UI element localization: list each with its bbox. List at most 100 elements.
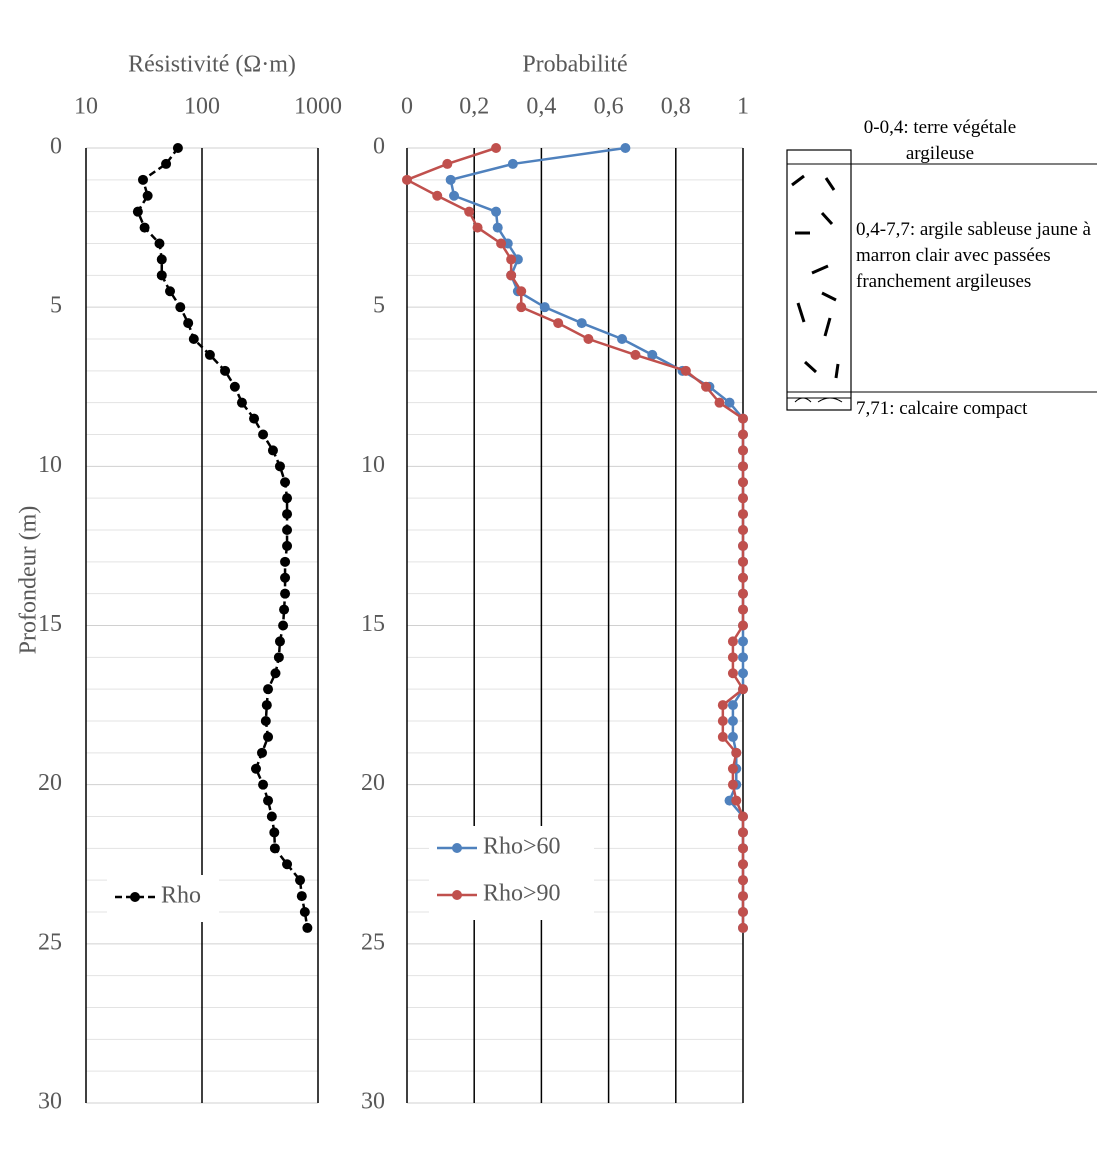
data-point xyxy=(156,270,167,281)
data-point xyxy=(266,811,277,822)
data-point xyxy=(491,143,502,153)
data-point xyxy=(724,397,735,408)
data-point xyxy=(492,222,503,233)
y-tick-label: 25 xyxy=(361,929,385,955)
data-point xyxy=(249,413,260,424)
data-point xyxy=(738,843,748,854)
data-point xyxy=(256,747,267,758)
data-point xyxy=(274,636,285,647)
series-line xyxy=(136,147,309,929)
data-point xyxy=(161,158,172,169)
data-point xyxy=(738,811,748,822)
data-point xyxy=(738,684,748,695)
y-axis-label: Profondeur (m) xyxy=(16,506,42,655)
x-tick-label: 0,4 xyxy=(526,94,556,120)
data-point xyxy=(738,922,748,933)
data-point xyxy=(727,668,738,679)
data-point xyxy=(156,254,167,265)
data-point xyxy=(183,318,194,329)
data-point xyxy=(258,779,269,790)
data-point xyxy=(738,891,748,902)
y-tick-label: 10 xyxy=(38,452,62,478)
layer-label: 7,71: calcaire compact xyxy=(856,398,1028,419)
data-point xyxy=(717,700,728,711)
data-point xyxy=(727,731,738,742)
x-tick-label: 1000 xyxy=(294,94,342,120)
data-point xyxy=(220,365,231,376)
y-tick-label: 20 xyxy=(38,770,62,796)
data-point xyxy=(738,668,748,679)
data-point xyxy=(296,891,307,902)
data-point xyxy=(204,349,215,360)
data-point xyxy=(270,668,281,679)
data-point xyxy=(132,206,143,217)
data-point xyxy=(269,843,280,854)
data-point xyxy=(738,827,748,838)
data-point xyxy=(516,302,527,313)
y-tick-label: 0 xyxy=(50,134,62,160)
data-point xyxy=(738,556,748,567)
legend-marker xyxy=(452,890,462,900)
lithology-log xyxy=(786,149,1097,411)
legend-marker xyxy=(130,892,140,902)
data-point xyxy=(617,334,628,344)
data-point xyxy=(738,604,748,615)
data-point xyxy=(263,795,274,806)
data-point xyxy=(738,859,748,870)
data-point xyxy=(727,700,738,711)
data-point xyxy=(539,302,550,313)
data-point xyxy=(279,604,290,615)
data-point xyxy=(282,509,293,520)
data-point xyxy=(263,684,274,695)
x-tick-label: 0 xyxy=(401,94,413,120)
data-point xyxy=(738,429,748,440)
data-point xyxy=(738,509,748,520)
data-point xyxy=(738,413,748,424)
data-point xyxy=(139,222,150,233)
data-point xyxy=(647,349,658,360)
data-point xyxy=(738,540,748,551)
data-point xyxy=(727,763,738,774)
data-point xyxy=(583,334,594,344)
data-point xyxy=(282,493,293,504)
data-point xyxy=(282,540,293,551)
data-point xyxy=(727,779,738,790)
data-point xyxy=(680,365,691,376)
y-tick-label: 5 xyxy=(373,293,385,319)
data-point xyxy=(714,397,725,408)
y-tick-label: 20 xyxy=(361,770,385,796)
data-point xyxy=(229,381,240,392)
x-tick-label: 10 xyxy=(74,94,98,120)
data-point xyxy=(236,397,247,408)
data-point xyxy=(738,588,748,599)
data-point xyxy=(280,556,291,567)
y-tick-label: 15 xyxy=(361,611,385,637)
data-point xyxy=(282,525,293,535)
data-point xyxy=(445,174,456,185)
data-point xyxy=(449,190,460,201)
data-point xyxy=(250,763,261,774)
data-point xyxy=(295,875,306,886)
data-point xyxy=(258,429,269,440)
data-point xyxy=(280,588,291,599)
x-tick-label: 1 xyxy=(737,94,749,120)
data-point xyxy=(738,572,748,583)
data-point xyxy=(175,302,186,313)
data-point xyxy=(727,636,738,647)
data-point xyxy=(516,286,527,297)
data-point xyxy=(738,461,748,472)
data-point xyxy=(273,652,284,663)
axis-title: Résistivité (Ω·m) xyxy=(128,52,296,78)
data-point xyxy=(507,158,518,169)
data-point xyxy=(172,143,183,153)
data-point xyxy=(491,206,502,217)
data-point xyxy=(282,859,293,870)
data-point xyxy=(142,190,153,201)
data-point xyxy=(620,143,631,153)
data-point xyxy=(738,493,748,504)
data-point xyxy=(738,445,748,456)
data-point xyxy=(263,731,274,742)
layer-label: 0,4-7,7: argile sableuse jaune à marron … xyxy=(856,219,1091,292)
data-point xyxy=(717,731,728,742)
